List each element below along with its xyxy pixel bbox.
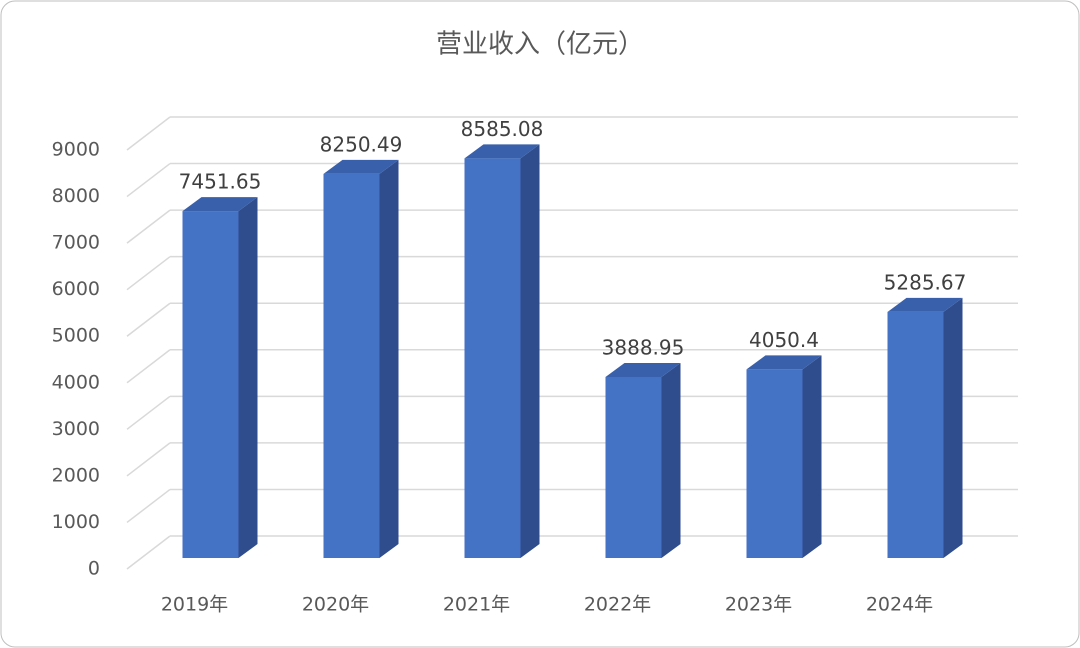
bar-top	[887, 297, 963, 312]
y-tick-label: 9000	[52, 139, 100, 161]
grid-line	[126, 209, 171, 244]
bar-top	[746, 355, 822, 370]
data-label: 4050.4	[749, 328, 819, 352]
x-tick-label: 2023年	[725, 594, 792, 616]
y-tick-label: 8000	[52, 185, 100, 207]
grid-line	[126, 349, 171, 384]
bar-top	[605, 362, 681, 377]
x-tick-label: 2020年	[302, 594, 369, 616]
data-label: 8585.08	[461, 117, 544, 141]
bar	[182, 211, 239, 558]
chart-title: 营业收入（亿元）	[436, 30, 644, 60]
data-label: 5285.67	[884, 270, 967, 294]
data-label: 3888.95	[602, 335, 685, 359]
data-label: 8250.49	[320, 132, 403, 156]
y-tick-label: 6000	[52, 278, 100, 300]
grid-line	[126, 162, 171, 198]
bar-side	[238, 197, 258, 558]
bar	[746, 369, 803, 558]
x-tick-label: 2024年	[866, 594, 933, 616]
x-tick-label: 2021年	[443, 594, 510, 616]
y-tick-label: 0	[88, 558, 100, 580]
grid-line	[126, 395, 171, 430]
bar-top	[464, 144, 540, 159]
bar-side	[379, 159, 399, 558]
grid-line	[126, 256, 171, 291]
x-tick-label: 2019年	[161, 594, 228, 616]
bar	[605, 376, 662, 558]
bar-side	[520, 144, 540, 558]
y-tick-label: 5000	[52, 325, 100, 347]
y-tick-label: 2000	[52, 464, 100, 486]
y-tick-label: 1000	[52, 511, 100, 533]
bar	[887, 311, 944, 558]
y-tick-label: 3000	[52, 418, 100, 440]
bar-top	[323, 159, 399, 174]
grid-line	[126, 302, 171, 337]
bar-side	[943, 297, 963, 558]
grid-line	[126, 488, 171, 524]
grid-line	[126, 116, 171, 151]
y-tick-label: 4000	[52, 371, 100, 393]
grid-line	[126, 535, 171, 570]
data-label: 7451.65	[179, 170, 262, 194]
bar	[464, 158, 521, 558]
bar-side	[802, 355, 822, 558]
bar-side	[661, 362, 681, 558]
bar	[323, 173, 380, 558]
grid-line	[126, 442, 171, 477]
x-tick-label: 2022年	[584, 594, 651, 616]
bar-top	[182, 197, 258, 212]
y-tick-label: 7000	[52, 232, 100, 254]
